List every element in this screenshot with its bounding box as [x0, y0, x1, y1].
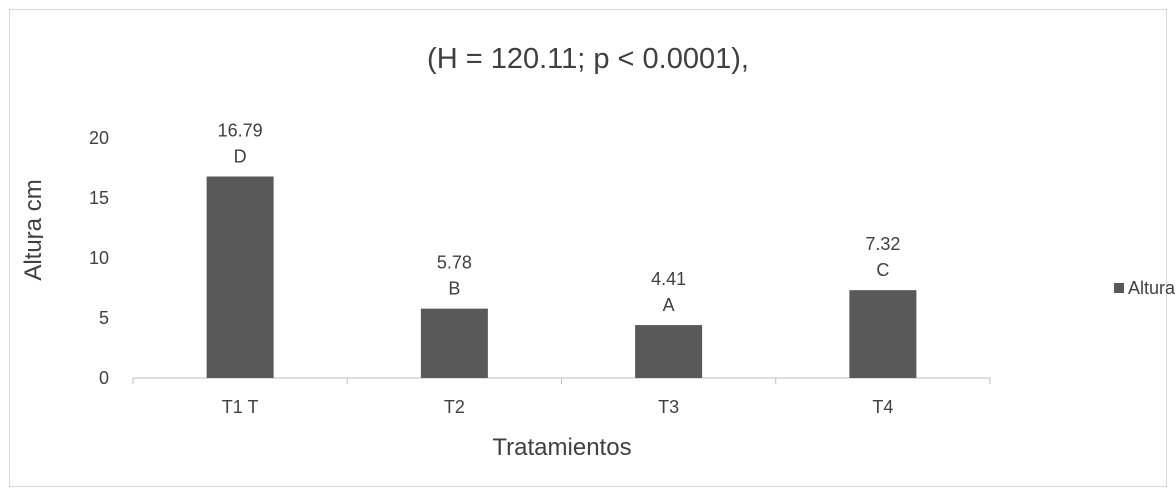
bar-group-letter: C	[876, 260, 889, 280]
y-tick-label: 5	[99, 308, 109, 328]
x-tick-label: T4	[872, 397, 893, 417]
x-axis-title: Tratamientos	[492, 434, 631, 461]
chart-frame	[9, 9, 1167, 487]
bar-value-label: 16.79	[218, 121, 263, 141]
bar	[420, 308, 488, 378]
data-labels: 16.79 D 5.78 B 4.41 A 7.32 C	[218, 121, 901, 316]
y-tick-label: 20	[89, 128, 109, 148]
legend-label: Altura (cm)	[1128, 278, 1176, 298]
bar	[635, 325, 703, 378]
legend: Altura (cm)	[1114, 278, 1176, 298]
bar-group-letter: B	[448, 279, 460, 299]
bar	[849, 290, 917, 378]
y-tick-label: 15	[89, 188, 109, 208]
bar-group-letter: A	[663, 295, 675, 315]
bar-value-label: 7.32	[865, 234, 900, 254]
bar-value-label: 4.41	[651, 269, 686, 289]
bar-group-letter: D	[234, 147, 247, 167]
y-axis-ticks: 0 5 10 15 20	[89, 128, 109, 388]
bar	[206, 176, 274, 378]
x-axis-ticks: T1 T T2 T3 T4	[132, 378, 991, 417]
x-tick-label: T1 T	[222, 397, 259, 417]
y-axis-title: Altura cm	[20, 179, 47, 280]
bar-series	[206, 176, 917, 378]
bar-value-label: 5.78	[437, 253, 472, 273]
x-tick-label: T3	[658, 397, 679, 417]
y-axis-title-dot	[40, 235, 44, 239]
x-tick-label: T2	[444, 397, 465, 417]
legend-swatch	[1114, 283, 1124, 293]
y-tick-label: 0	[99, 368, 109, 388]
y-tick-label: 10	[89, 248, 109, 268]
chart-title: (H = 120.11; p < 0.0001),	[427, 43, 749, 75]
